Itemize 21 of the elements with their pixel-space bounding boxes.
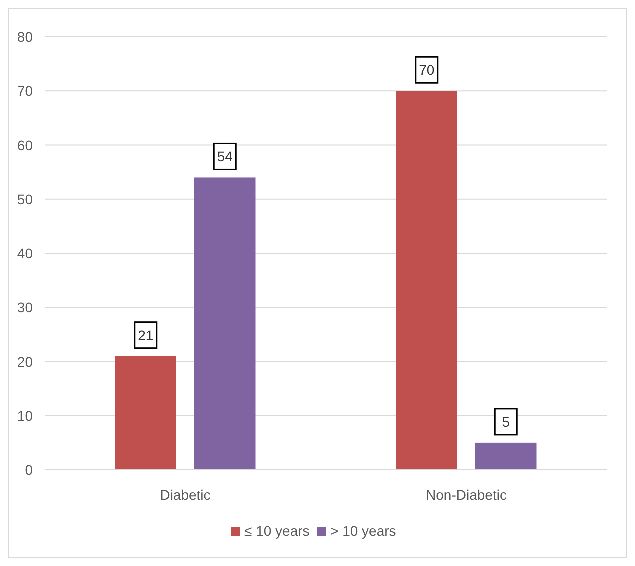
y-tick-label: 70 [17,83,34,100]
legend-label: ≤ 10 years [244,523,310,539]
bar [476,442,537,470]
y-tick-label: 50 [17,191,34,208]
y-tick-label: 30 [17,300,34,316]
bar [115,356,176,470]
data-label: 5 [502,414,510,430]
data-label: 21 [138,327,154,344]
data-label: 70 [419,62,435,78]
y-tick-label: 0 [25,462,34,478]
bar [194,178,256,470]
bar [396,91,458,470]
y-tick-label: 20 [17,354,34,370]
y-tick-label: 10 [17,408,34,424]
y-tick-label: 80 [17,29,34,45]
data-label: 54 [217,148,234,165]
y-tick-label: 60 [17,137,34,154]
y-tick-label: 40 [17,246,34,262]
legend-label: > 10 years [330,523,396,539]
x-tick-label: Diabetic [160,487,211,503]
x-tick-label: Non-Diabetic [426,487,507,503]
